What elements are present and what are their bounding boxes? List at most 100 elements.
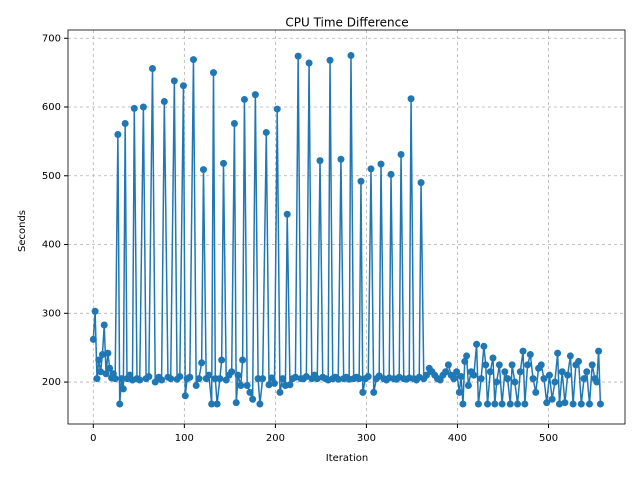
data-point xyxy=(387,170,395,178)
data-point xyxy=(566,352,574,360)
data-point xyxy=(100,321,108,329)
data-point xyxy=(195,375,203,383)
data-point xyxy=(208,400,216,408)
data-point xyxy=(464,381,472,389)
data-point xyxy=(482,361,490,369)
data-point xyxy=(294,52,302,60)
data-point xyxy=(558,368,566,376)
data-point xyxy=(347,51,355,59)
data-point xyxy=(554,349,562,357)
data-point xyxy=(181,392,189,400)
data-point xyxy=(367,165,375,173)
data-point xyxy=(423,371,431,379)
data-point xyxy=(160,98,168,106)
data-point xyxy=(199,166,207,174)
data-point xyxy=(237,381,245,389)
data-point xyxy=(279,375,287,383)
data-point xyxy=(273,105,281,113)
chart-title: CPU Time Difference xyxy=(285,16,408,30)
data-point xyxy=(526,351,534,359)
data-point xyxy=(473,340,481,348)
data-point xyxy=(484,400,492,408)
data-point xyxy=(259,375,267,383)
data-point xyxy=(139,103,147,111)
data-point xyxy=(205,371,213,379)
y-tick-label: 300 xyxy=(42,308,61,319)
data-point xyxy=(189,56,197,64)
data-point xyxy=(540,375,548,383)
data-point xyxy=(548,395,556,403)
data-point xyxy=(516,368,524,376)
data-point xyxy=(276,388,284,396)
data-point xyxy=(246,388,254,396)
y-axis-label: Seconds xyxy=(17,210,28,252)
data-point xyxy=(555,400,563,408)
data-point xyxy=(243,381,251,389)
plot-frame xyxy=(67,29,626,425)
data-point xyxy=(511,378,519,386)
data-point xyxy=(457,373,465,381)
data-point xyxy=(95,356,103,364)
data-point xyxy=(262,128,270,136)
data-point xyxy=(370,388,378,396)
data-point xyxy=(119,385,127,393)
data-point xyxy=(111,375,119,383)
data-point xyxy=(355,375,363,383)
data-point xyxy=(249,395,257,403)
data-point xyxy=(145,373,153,381)
data-point xyxy=(218,356,226,364)
data-point xyxy=(136,376,144,384)
data-point xyxy=(116,400,124,408)
data-point xyxy=(102,370,110,378)
data-point xyxy=(577,400,585,408)
x-tick-label: 200 xyxy=(266,433,285,444)
data-point xyxy=(407,95,415,103)
data-point xyxy=(286,381,294,389)
data-point xyxy=(326,56,334,64)
data-point xyxy=(501,368,509,376)
data-point xyxy=(239,356,247,364)
data-point xyxy=(337,155,345,163)
x-axis-label: Iteration xyxy=(326,453,368,464)
data-point xyxy=(508,361,516,369)
data-point xyxy=(489,354,497,362)
data-point xyxy=(514,400,522,408)
data-point xyxy=(216,375,224,383)
data-point xyxy=(291,373,299,381)
data-point xyxy=(232,399,240,407)
data-point xyxy=(220,159,228,167)
data-point xyxy=(97,368,105,376)
data-point xyxy=(397,150,405,158)
data-point xyxy=(228,368,236,376)
data-point xyxy=(251,91,259,99)
data-point xyxy=(417,179,425,187)
data-point xyxy=(519,347,527,355)
data-point xyxy=(480,342,488,350)
x-tick-label: 0 xyxy=(90,433,96,444)
data-point xyxy=(463,352,471,360)
data-point xyxy=(158,376,166,384)
data-point xyxy=(504,375,512,383)
data-point xyxy=(442,368,450,376)
data-point xyxy=(209,69,217,77)
data-point xyxy=(230,120,238,128)
data-point xyxy=(179,82,187,90)
y-tick-label: 500 xyxy=(42,171,61,182)
data-point xyxy=(313,375,321,383)
data-point xyxy=(265,381,273,389)
data-point xyxy=(151,378,159,386)
data-point xyxy=(305,59,313,67)
data-point xyxy=(148,65,156,73)
data-point xyxy=(459,400,467,408)
data-point xyxy=(240,95,248,103)
data-point xyxy=(170,77,178,85)
data-point xyxy=(283,210,291,218)
data-point xyxy=(270,379,278,387)
data-point xyxy=(302,373,310,381)
data-point xyxy=(186,373,194,381)
data-point xyxy=(486,368,494,376)
x-tick-label: 400 xyxy=(448,433,467,444)
data-point xyxy=(491,400,499,408)
data-point xyxy=(461,357,469,365)
